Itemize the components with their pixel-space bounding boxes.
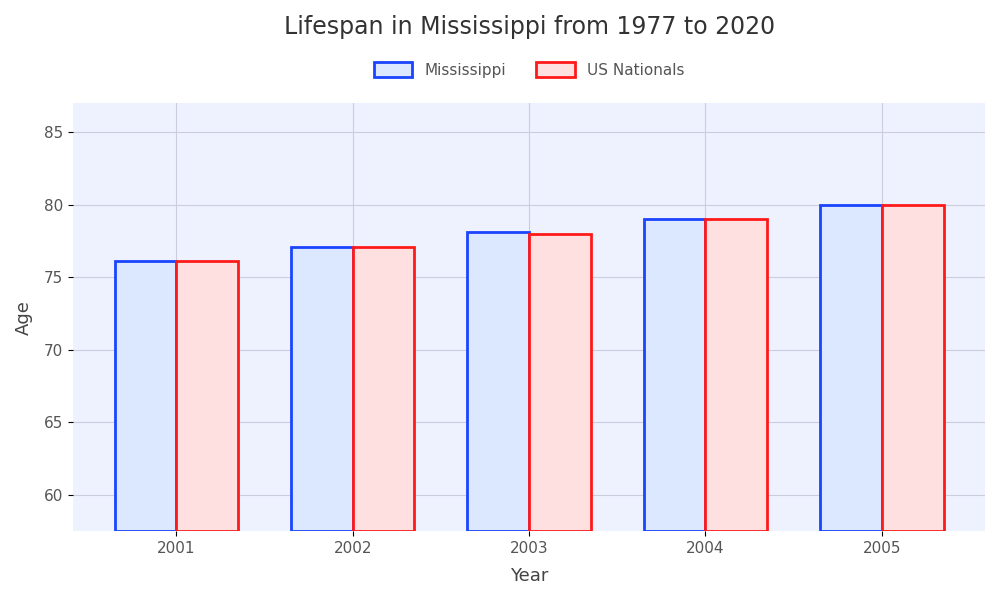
Bar: [644, 220, 705, 531]
Bar: [353, 247, 414, 531]
X-axis label: Year: Year: [510, 567, 548, 585]
Legend: Mississippi, US Nationals: Mississippi, US Nationals: [368, 55, 690, 83]
Bar: [467, 232, 529, 531]
Y-axis label: Age: Age: [15, 300, 33, 335]
Title: Lifespan in Mississippi from 1977 to 2020: Lifespan in Mississippi from 1977 to 202…: [284, 15, 775, 39]
Bar: [176, 262, 238, 531]
Bar: [882, 205, 944, 531]
Bar: [115, 262, 176, 531]
Bar: [820, 205, 882, 531]
Bar: [705, 220, 767, 531]
Bar: [529, 234, 591, 531]
Bar: [291, 247, 353, 531]
